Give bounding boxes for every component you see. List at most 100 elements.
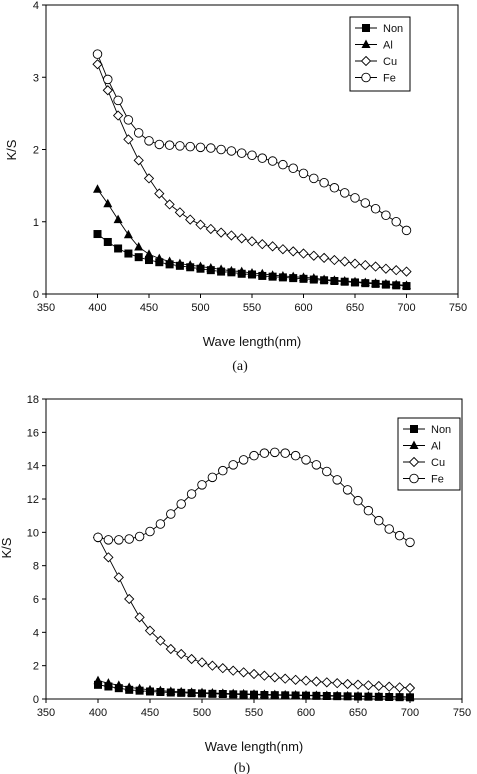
data-point	[299, 272, 308, 281]
data-point	[311, 676, 322, 687]
data-point	[134, 242, 144, 251]
legend-marker	[408, 456, 420, 468]
data-point	[93, 675, 103, 685]
legend-item: Non	[355, 23, 403, 35]
data-point	[155, 519, 166, 529]
data-point	[384, 524, 394, 534]
y-axis-label: K/S	[4, 139, 19, 160]
data-point	[228, 688, 238, 698]
data-point	[269, 672, 280, 683]
data-point	[226, 146, 237, 156]
y-axis-label: K/S	[0, 537, 14, 558]
legend-box	[349, 16, 411, 92]
data-point	[236, 148, 247, 158]
data-point	[103, 552, 114, 563]
legend-item: Al	[355, 39, 393, 52]
data-point	[342, 485, 353, 495]
data-point	[259, 448, 270, 458]
data-point	[134, 531, 145, 542]
series-cu	[92, 532, 416, 694]
legend-label: Cu	[431, 457, 445, 469]
data-point	[197, 480, 207, 490]
data-point	[290, 674, 301, 685]
data-point	[370, 261, 381, 272]
data-point	[144, 249, 154, 258]
y-tick-label: 3	[33, 72, 39, 84]
data-point	[405, 691, 415, 701]
data-point	[360, 277, 370, 286]
y-tick-label: 18	[27, 394, 39, 406]
data-point	[402, 280, 411, 289]
data-point	[103, 198, 113, 208]
data-point	[394, 682, 405, 693]
data-point	[228, 665, 239, 676]
x-tick-label: 350	[37, 302, 55, 314]
data-point	[154, 188, 165, 199]
data-point	[247, 150, 257, 161]
legend-item: Cu	[355, 55, 397, 68]
data-point	[205, 223, 216, 235]
y-tick-label: 16	[27, 427, 39, 439]
data-point	[164, 199, 175, 210]
data-point	[154, 139, 165, 150]
data-point	[144, 136, 154, 146]
x-tick-label: 550	[245, 707, 263, 719]
x-tick-label: 750	[449, 302, 467, 314]
data-point	[329, 254, 340, 266]
data-point	[124, 593, 135, 605]
data-point	[155, 258, 164, 267]
data-point	[228, 460, 238, 470]
data-point	[340, 275, 350, 285]
data-point	[391, 279, 401, 289]
data-point	[401, 266, 412, 277]
data-point	[185, 141, 195, 152]
data-point	[322, 466, 332, 477]
data-point	[380, 263, 392, 274]
data-point	[280, 673, 291, 684]
data-point	[290, 450, 301, 461]
data-point	[143, 173, 155, 184]
data-point	[238, 455, 249, 465]
data-point	[144, 625, 156, 636]
x-tick-label: 500	[193, 707, 211, 719]
x-tick-label: 550	[243, 302, 261, 314]
data-point	[226, 265, 236, 275]
data-point	[401, 225, 412, 236]
data-point	[133, 128, 144, 138]
data-point	[353, 691, 363, 700]
data-point	[322, 690, 332, 699]
data-point	[134, 253, 143, 262]
data-point	[226, 230, 237, 241]
data-point	[175, 141, 185, 151]
data-point	[308, 250, 319, 261]
data-point	[278, 270, 288, 280]
data-point	[206, 262, 216, 272]
data-point	[103, 678, 113, 687]
data-point	[311, 460, 322, 470]
data-point	[246, 236, 258, 247]
data-point	[103, 535, 114, 545]
data-point	[249, 689, 259, 698]
data-point	[123, 115, 134, 125]
series-al	[93, 675, 415, 701]
data-point	[288, 246, 299, 257]
figure-caption: (b)	[234, 761, 251, 774]
data-point	[217, 663, 228, 674]
data-point	[332, 475, 342, 485]
data-point	[185, 214, 196, 225]
data-point	[350, 193, 360, 203]
data-point	[384, 691, 394, 700]
data-point	[259, 670, 270, 681]
x-tick-label: 600	[294, 302, 312, 314]
data-point	[186, 653, 197, 665]
data-point	[195, 219, 206, 230]
data-point	[298, 248, 309, 259]
data-point	[257, 268, 267, 278]
data-point	[102, 85, 113, 96]
data-point	[145, 526, 155, 537]
x-tick-label: 400	[88, 302, 106, 314]
data-point	[154, 253, 164, 263]
legend-label: Non	[383, 23, 403, 35]
data-point	[166, 686, 176, 695]
data-point	[92, 59, 103, 70]
